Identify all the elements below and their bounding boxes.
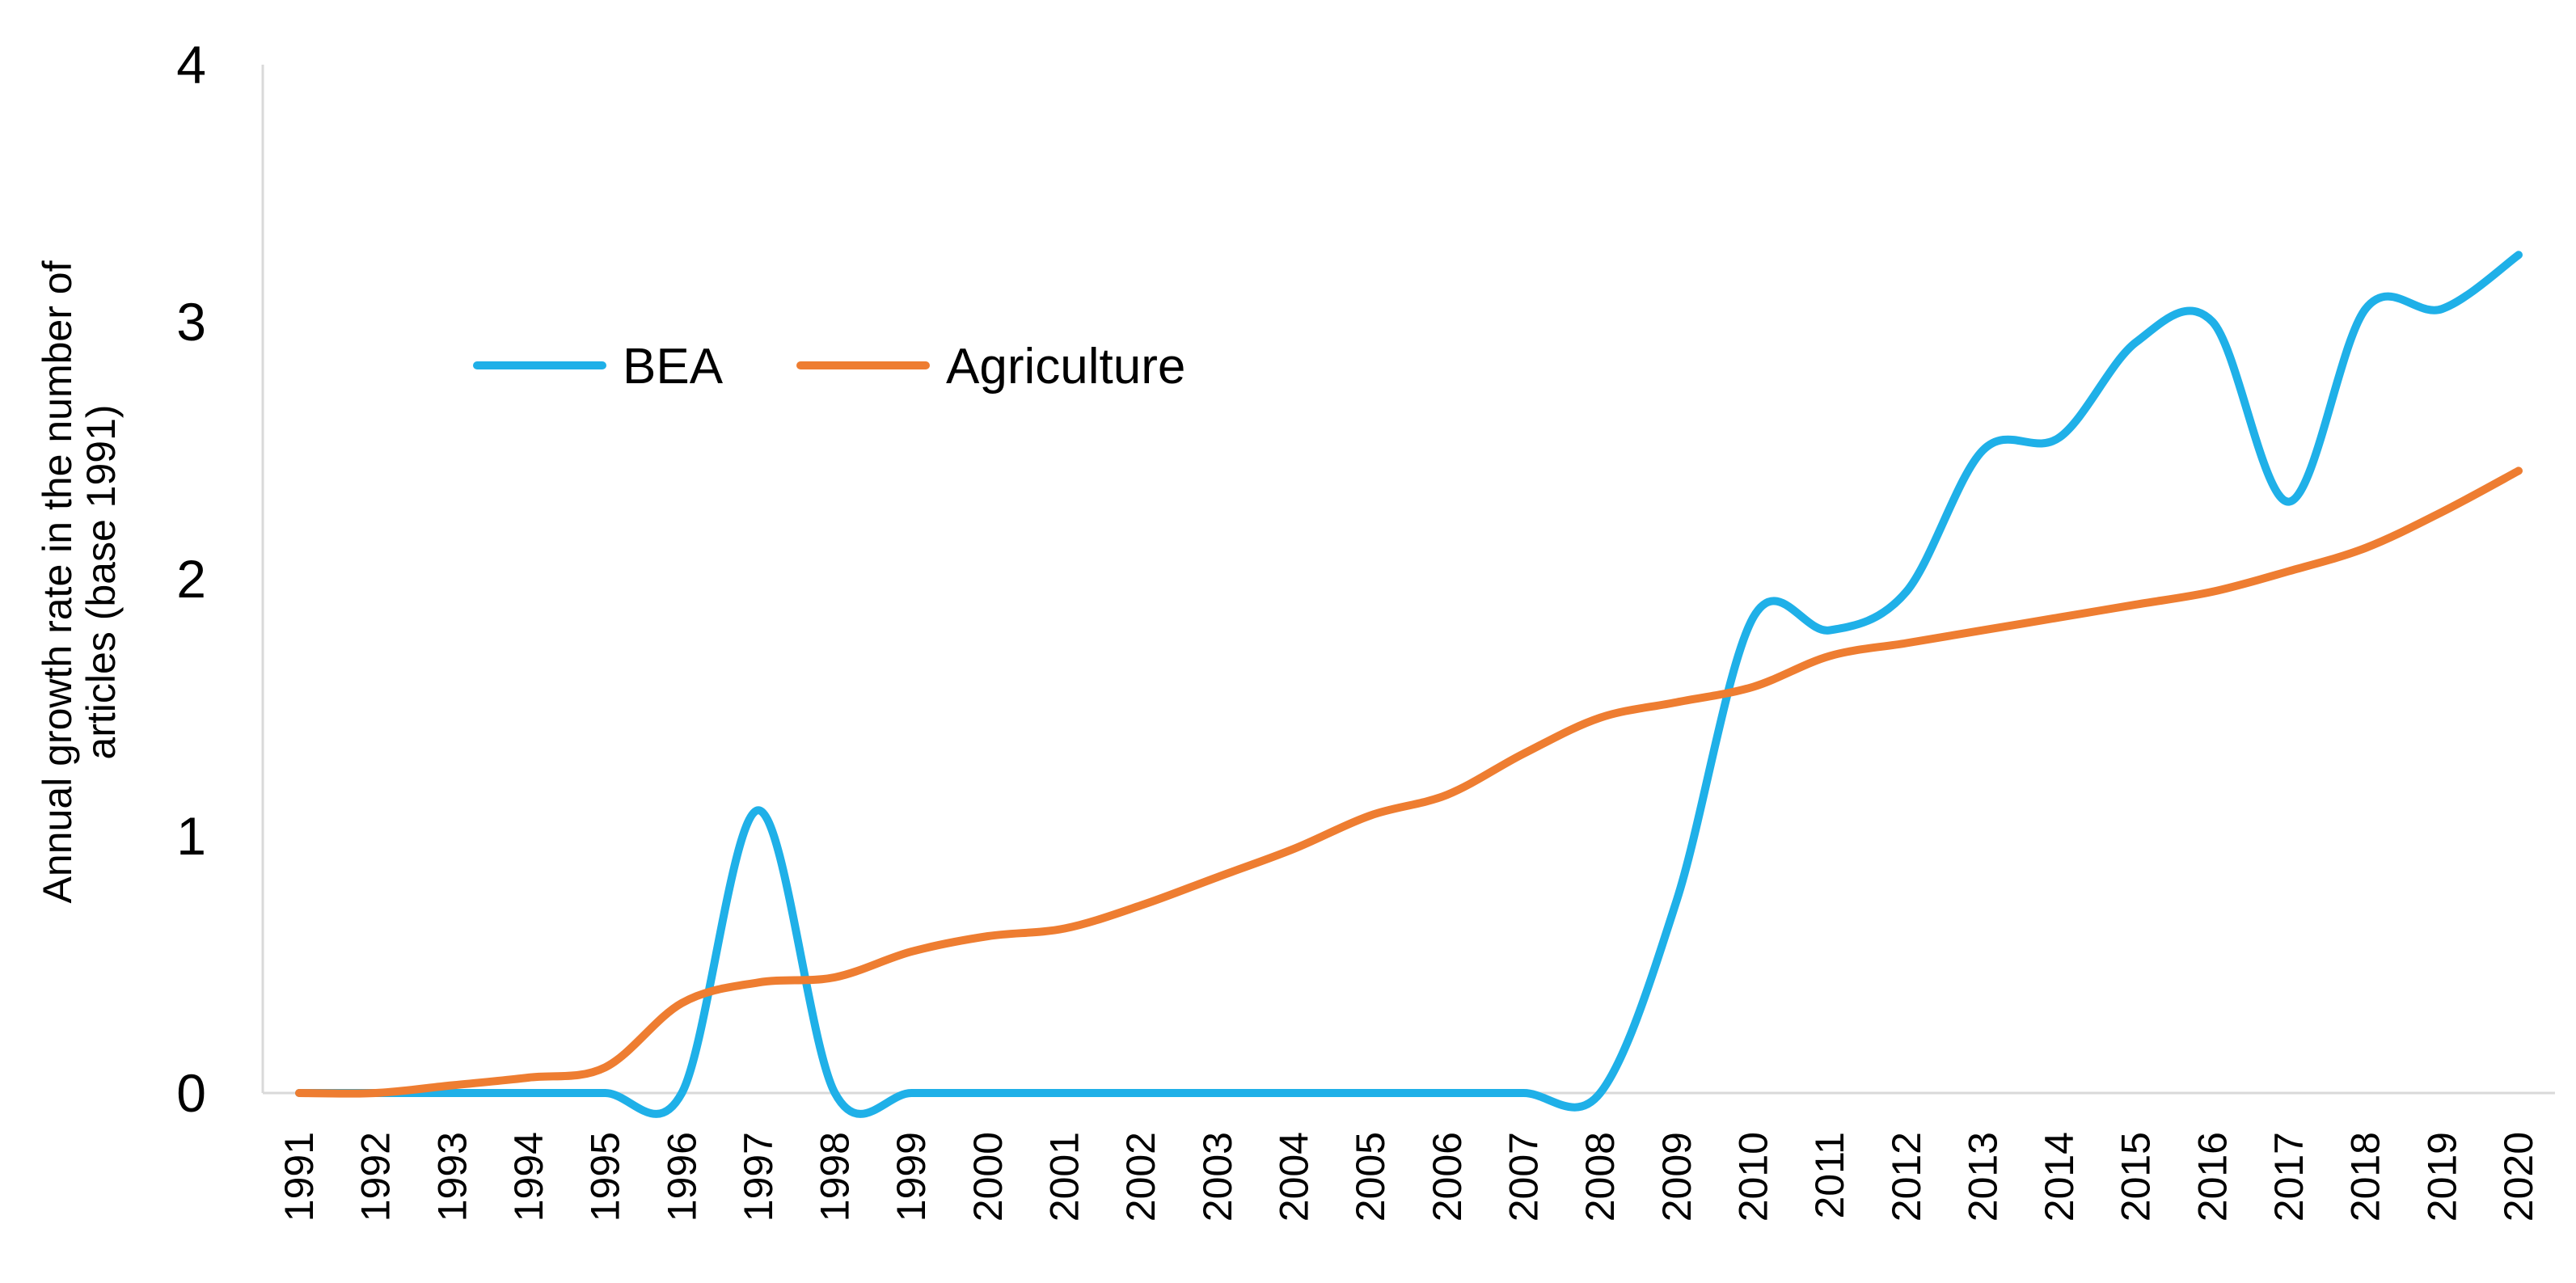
x-tick-label: 2017 [2266,1132,2312,1222]
x-tick-label: 1991 [277,1132,322,1222]
x-tick-label: 2013 [1960,1132,2005,1222]
y-axis-label-line-2: articles (base 1991) [78,404,124,759]
y-tick-label: 2 [176,549,206,609]
y-axis-ticks: 0 1 2 3 4 [176,35,206,1123]
y-axis-label: Annual growth rate in the number of arti… [35,260,124,903]
y-axis-label-line-1: Annual growth rate in the number of [35,260,80,903]
x-tick-label: 2010 [1730,1132,1776,1222]
x-tick-label: 2004 [1272,1132,1317,1222]
x-tick-label: 2019 [2419,1132,2464,1222]
x-tick-label: 2012 [1884,1132,1929,1222]
x-tick-label: 1994 [506,1132,551,1222]
y-tick-label: 0 [176,1063,206,1123]
series-lines [295,251,2523,1118]
y-tick-label: 4 [176,35,206,95]
x-axis-ticks: 1991 1992 1993 1994 1995 1996 1997 1998 1999 2000… [277,1132,2541,1222]
x-tick-label: 1992 [353,1132,399,1222]
x-tick-label: 2000 [965,1132,1011,1222]
x-tick-label: 2005 [1348,1132,1393,1222]
x-tick-label: 2003 [1195,1132,1240,1222]
x-tick-label: 1993 [429,1132,475,1222]
x-tick-label: 2008 [1577,1132,1623,1222]
series-line-agriculture [295,466,2523,1098]
x-tick-label: 2020 [2496,1132,2541,1222]
x-tick-label: 2011 [1807,1132,1852,1219]
x-tick-label: 1995 [583,1132,628,1222]
x-tick-label: 1997 [736,1132,781,1222]
y-tick-label: 1 [176,806,206,866]
x-tick-label: 2018 [2343,1132,2388,1222]
x-tick-label: 2009 [1654,1132,1700,1222]
x-tick-label: 1999 [889,1132,934,1222]
x-tick-label: 2015 [2114,1132,2159,1222]
x-tick-label: 2007 [1501,1132,1546,1222]
x-tick-label: 2002 [1118,1132,1163,1222]
legend: BEA Agriculture [473,339,1185,395]
axes [261,65,2555,1095]
x-tick-label: 1998 [813,1132,858,1222]
x-tick-label: 1996 [659,1132,704,1222]
legend-label-agriculture: Agriculture [946,339,1185,395]
x-tick-label: 2006 [1425,1132,1470,1222]
legend-label-bea: BEA [623,339,724,395]
y-tick-label: 3 [176,292,206,352]
x-tick-label: 2016 [2190,1132,2235,1222]
x-tick-label: 2014 [2037,1132,2082,1222]
x-tick-label: 2001 [1042,1132,1087,1222]
